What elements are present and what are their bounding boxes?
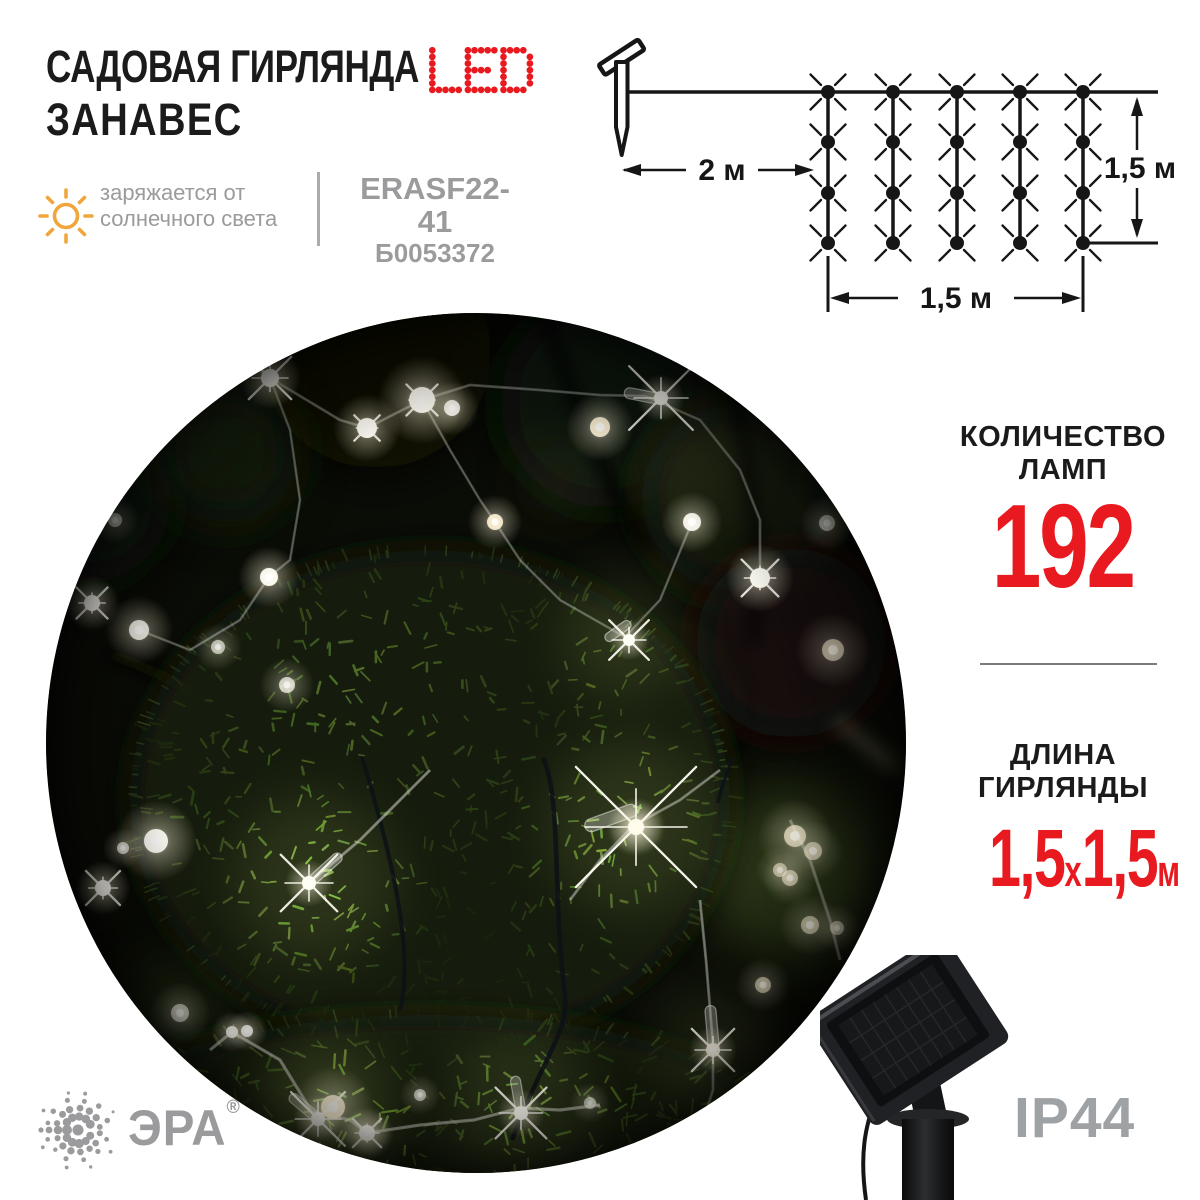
led-badge-icon	[428, 47, 534, 94]
mounting-pole	[902, 1119, 954, 1200]
diagram-light	[938, 73, 976, 111]
diagram-light	[938, 224, 976, 262]
model-block: ERASF22-41 Б0053372	[345, 172, 525, 268]
diagram-light	[1064, 73, 1102, 111]
installation-diagram: 2 м 1,5 м 1,5 м	[597, 37, 1176, 315]
solar-panel	[820, 955, 1009, 1125]
model-code: ERASF22-41	[360, 171, 510, 239]
sun-icon	[38, 188, 94, 244]
diagram-light	[874, 224, 912, 262]
solar-panel-image	[820, 955, 1009, 1200]
diagram-light	[874, 174, 912, 212]
diagram-light	[809, 224, 847, 262]
garland-length-value: 1,5х1,5м	[988, 813, 1181, 904]
sku-code: Б0053372	[375, 238, 495, 268]
diagram-light	[1001, 224, 1039, 262]
diagram-light	[809, 174, 847, 212]
diagram-light	[1064, 123, 1102, 161]
lamps-count-value: 192	[991, 480, 1136, 613]
dimension-label-width: 1,5 м	[920, 282, 992, 315]
diagram-light	[809, 123, 847, 161]
brand-name: ЭРА®	[128, 1097, 241, 1156]
ip-rating-badge: IP44	[1014, 1086, 1136, 1150]
garland-length-title: ДЛИНА ГИРЛЯНДЫ	[978, 739, 1148, 804]
diagram-light	[874, 123, 912, 161]
registered-mark: ®	[226, 1097, 241, 1119]
page-title-line2: ЗАНАВЕС	[46, 94, 243, 145]
diagram-light	[1001, 174, 1039, 212]
page-title-line1: САДОВАЯ ГИРЛЯНДА	[46, 41, 420, 92]
diagram-light	[809, 73, 847, 111]
product-photo	[46, 313, 906, 1173]
diagram-light	[1001, 123, 1039, 161]
brand-logo: ЭРА®	[28, 1078, 247, 1178]
diagram-stake	[614, 60, 630, 157]
header-divider	[317, 172, 320, 246]
dimension-label-height: 1,5 м	[1104, 152, 1176, 185]
dimension-label-distance: 2 м	[698, 154, 745, 187]
diagram-light	[1064, 224, 1102, 262]
diagram-light	[874, 73, 912, 111]
diagram-light	[1001, 73, 1039, 111]
diagram-light	[938, 174, 976, 212]
lamps-count-title: КОЛИЧЕСТВО ЛАМП	[959, 421, 1167, 486]
era-logo-icon	[38, 1091, 115, 1170]
solar-charge-note: заряжается от солнечного света	[100, 180, 278, 231]
diagram-light	[1064, 174, 1102, 212]
specs-divider	[980, 663, 1157, 665]
diagram-light	[938, 123, 976, 161]
